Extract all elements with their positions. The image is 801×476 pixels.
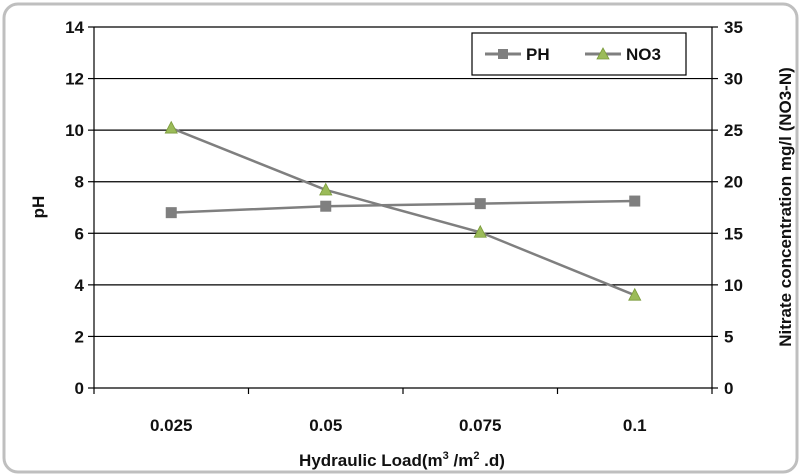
legend-ph-marker <box>498 49 508 59</box>
right-axis-ticks: 0 5 10 15 20 25 30 35 <box>712 18 743 398</box>
y-right-axis-title: Nitrate concentration mg/l (NO3-N) <box>776 67 795 347</box>
x-axis-title-sup1: 3 <box>443 450 449 462</box>
legend-no3-label: NO3 <box>626 45 661 64</box>
y-left-axis-title: pH <box>29 196 48 219</box>
data-point-no3 <box>164 120 178 134</box>
right-tick-label: 25 <box>724 121 743 140</box>
x-tick-label: 0.025 <box>150 416 193 435</box>
x-tick-label: 0.1 <box>623 416 647 435</box>
series-line-ph <box>171 199 635 214</box>
left-tick-label: 14 <box>65 18 84 37</box>
x-axis-title-mid: /m <box>449 451 474 470</box>
x-tick-label: 0.05 <box>309 416 342 435</box>
data-point-no3 <box>319 182 333 196</box>
right-tick-label: 35 <box>724 18 743 37</box>
x-axis-title-end: .d) <box>479 451 505 470</box>
x-axis-title-main: Hydraulic Load(m <box>299 451 443 470</box>
x-tick-label: 0.075 <box>459 416 502 435</box>
left-tick-label: 10 <box>65 121 84 140</box>
gridlines <box>94 26 712 389</box>
right-tick-label: 30 <box>724 70 743 89</box>
data-point-ph <box>165 207 177 219</box>
left-tick-label: 6 <box>75 224 84 243</box>
x-axis-ticks: 0.025 0.05 0.075 0.1 <box>93 388 713 435</box>
left-tick-label: 4 <box>75 276 85 295</box>
left-tick-label: 0 <box>75 379 84 398</box>
axes <box>93 27 713 388</box>
x-axis-title: Hydraulic Load(m3 /m2 .d) <box>299 450 505 470</box>
right-tick-label: 15 <box>724 224 743 243</box>
x-axis-title-sup2: 2 <box>473 450 479 462</box>
data-point-no3 <box>628 287 642 301</box>
data-point-ph <box>629 195 641 207</box>
data-point-ph <box>320 200 332 212</box>
left-tick-label: 2 <box>75 327 84 346</box>
legend-ph-label: PH <box>526 45 550 64</box>
legend-no3-marker <box>596 47 610 60</box>
right-tick-label: 0 <box>724 379 733 398</box>
legend: PH NO3 <box>471 32 687 76</box>
left-tick-label: 12 <box>65 70 84 89</box>
series-layer <box>164 120 642 301</box>
right-tick-label: 5 <box>724 327 733 346</box>
data-point-ph <box>474 198 486 210</box>
data-point-no3 <box>473 224 487 238</box>
left-tick-label: 8 <box>75 173 84 192</box>
left-axis-ticks: 0 2 4 6 8 10 12 14 <box>65 18 94 398</box>
right-tick-label: 20 <box>724 173 743 192</box>
right-tick-label: 10 <box>724 276 743 295</box>
series-line-no3 <box>170 126 636 297</box>
